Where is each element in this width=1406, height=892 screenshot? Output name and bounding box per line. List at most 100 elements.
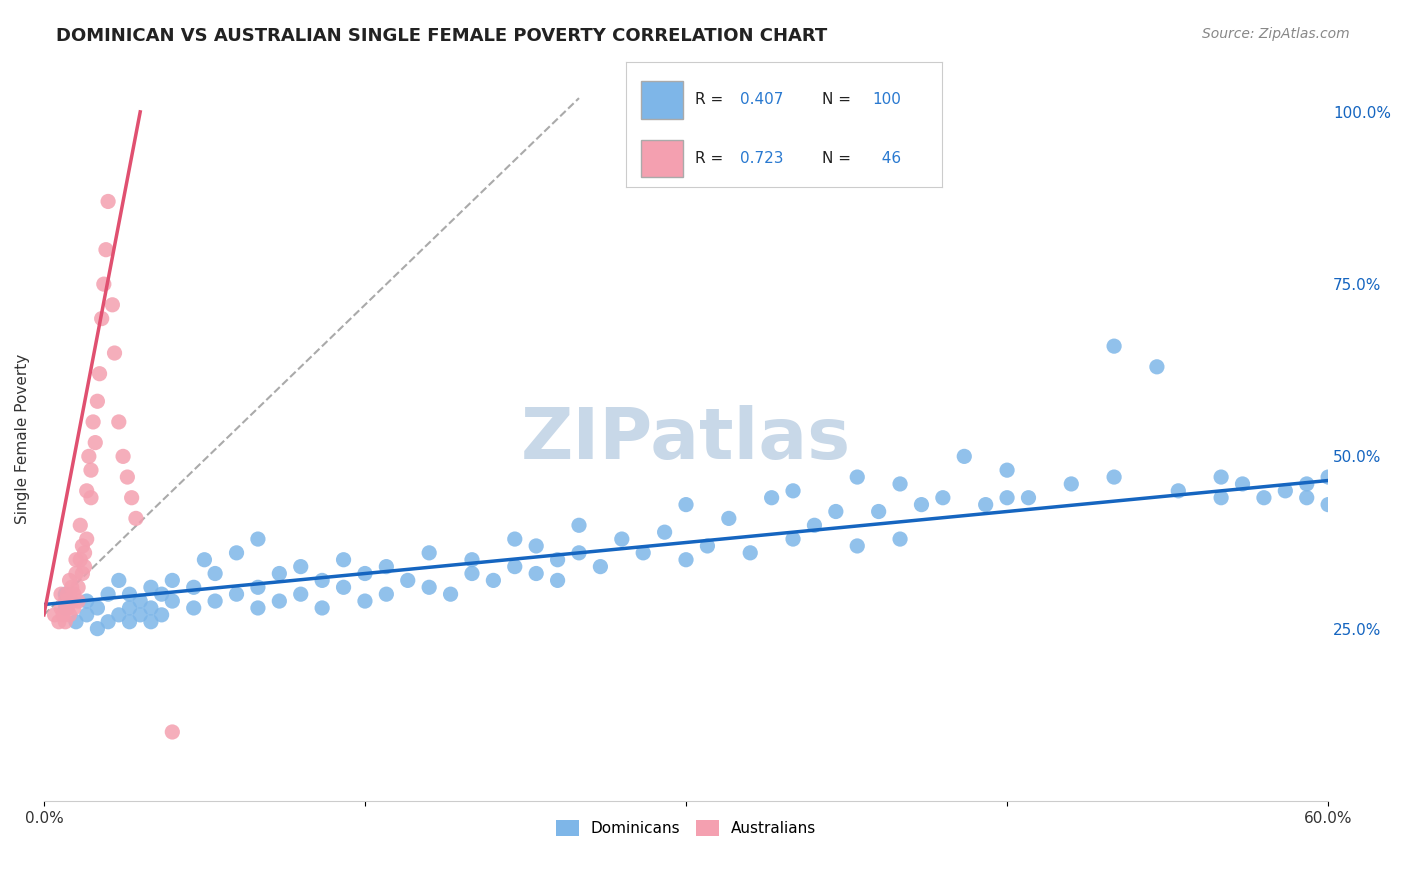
Point [53,594,76,608]
FancyBboxPatch shape [641,140,683,178]
Point [610,532,633,546]
Point [1167,483,1189,498]
Point [63,587,86,601]
Point [82,415,104,429]
Point [162,725,184,739]
Point [354,566,377,581]
Point [311,574,333,588]
Point [311,601,333,615]
Point [246,601,269,615]
Point [740,546,762,560]
Point [717,511,740,525]
Point [60,594,83,608]
Point [69,553,91,567]
Point [782,483,804,498]
Point [696,539,718,553]
Point [1017,491,1039,505]
Point [1102,470,1125,484]
Point [761,491,783,505]
Point [269,594,291,608]
Point [183,601,205,615]
Point [547,553,569,567]
Point [67,594,90,608]
Text: 0.407: 0.407 [740,93,783,107]
Point [80,463,103,477]
Point [503,559,526,574]
Text: R =: R = [696,93,728,107]
Point [80,491,103,505]
Y-axis label: Single Female Poverty: Single Female Poverty [15,354,30,524]
Point [461,553,484,567]
Point [589,559,612,574]
Point [204,566,226,581]
Point [782,532,804,546]
Text: DOMINICAN VS AUSTRALIAN SINGLE FEMALE POVERTY CORRELATION CHART: DOMINICAN VS AUSTRALIAN SINGLE FEMALE PO… [56,27,828,45]
Point [439,587,461,601]
Point [72,566,94,581]
Point [90,311,112,326]
Point [86,394,108,409]
Legend: Dominicans, Australians: Dominicans, Australians [548,813,824,844]
Point [52,607,75,622]
Point [48,615,70,629]
Point [995,463,1018,477]
Point [112,450,135,464]
Point [107,415,129,429]
Point [1317,470,1340,484]
Point [803,518,825,533]
Point [73,546,96,560]
Point [86,622,108,636]
Point [889,477,911,491]
Point [84,435,107,450]
Point [1211,470,1233,484]
Point [86,601,108,615]
Point [65,566,87,581]
Point [118,601,141,615]
Point [139,580,162,594]
Point [568,518,591,533]
Point [846,470,869,484]
Point [129,594,152,608]
Point [94,243,117,257]
Point [675,498,697,512]
Point [889,532,911,546]
Point [97,587,120,601]
Point [290,587,312,601]
Point [953,450,976,464]
Point [354,594,377,608]
Point [77,450,100,464]
Point [121,491,143,505]
Point [1317,498,1340,512]
Point [1102,339,1125,353]
Point [107,607,129,622]
Point [118,587,141,601]
Point [1253,491,1275,505]
Point [65,615,87,629]
Point [58,607,80,622]
Point [290,559,312,574]
Point [193,553,215,567]
Point [1146,359,1168,374]
Point [332,580,354,594]
Point [60,580,83,594]
Point [418,580,440,594]
Point [995,491,1018,505]
Point [482,574,505,588]
Point [76,483,98,498]
Point [375,559,398,574]
Text: N =: N = [821,93,856,107]
Text: R =: R = [696,151,728,166]
Point [73,559,96,574]
Point [89,367,111,381]
Text: N =: N = [821,151,856,166]
Point [69,518,91,533]
Point [97,194,120,209]
Point [150,607,173,622]
Text: Source: ZipAtlas.com: Source: ZipAtlas.com [1202,27,1350,41]
Point [204,594,226,608]
Point [129,607,152,622]
Point [1211,491,1233,505]
Point [824,504,846,518]
Point [97,615,120,629]
Point [396,574,419,588]
